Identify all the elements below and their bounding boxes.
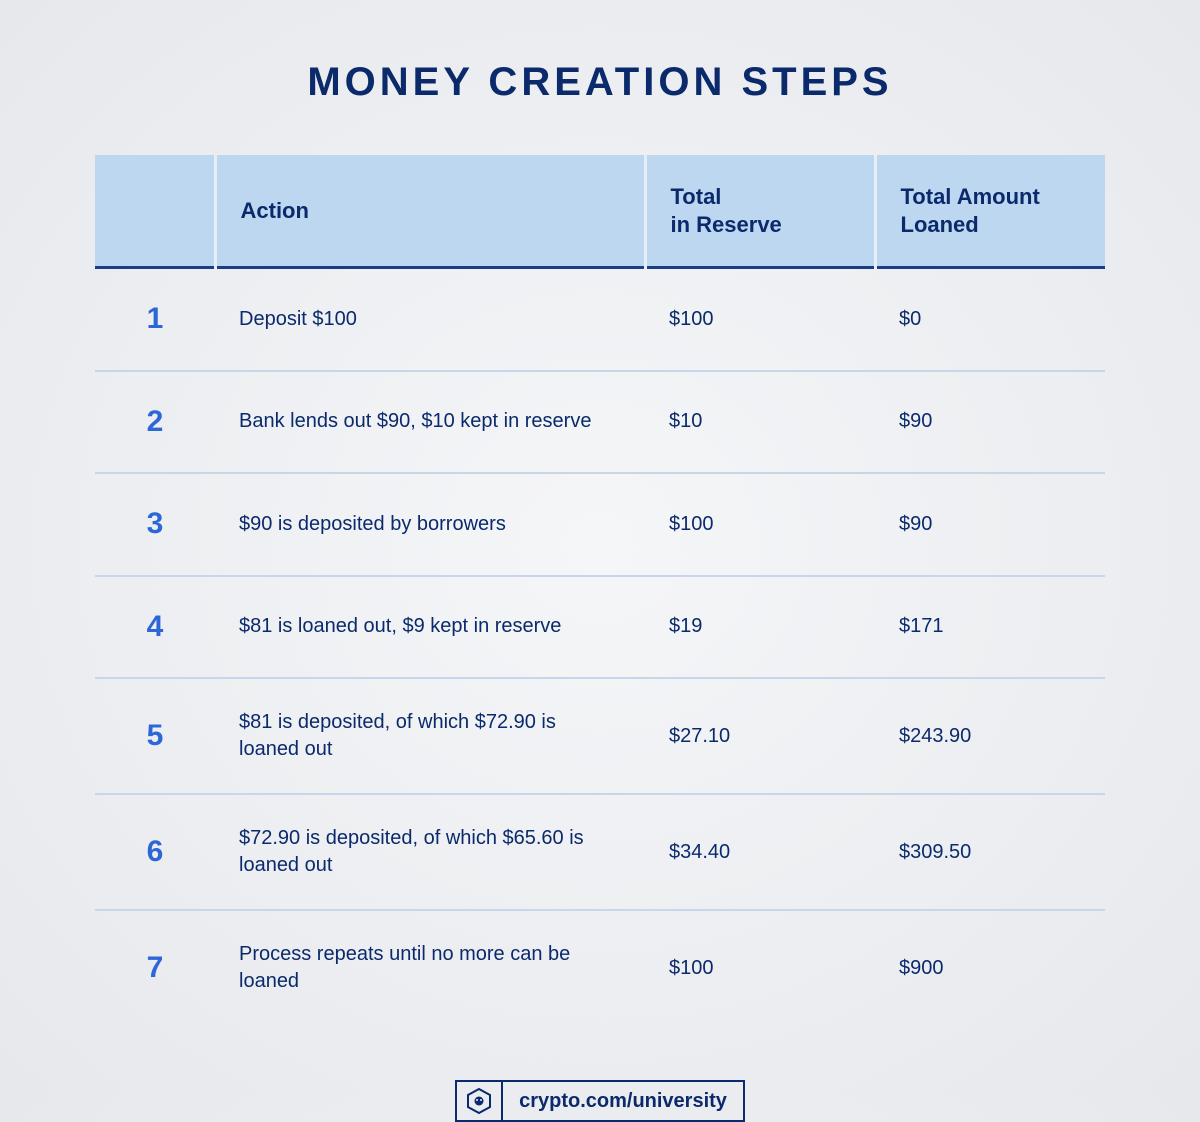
step-number: 7 <box>95 910 215 1025</box>
table-row: 1Deposit $100$100$0 <box>95 268 1105 371</box>
cell-action: $81 is loaned out, $9 kept in reserve <box>215 576 645 679</box>
cell-reserve: $10 <box>645 371 875 474</box>
cell-loaned: $309.50 <box>875 794 1105 910</box>
step-number: 3 <box>95 473 215 576</box>
cell-action: $90 is deposited by borrowers <box>215 473 645 576</box>
hexagon-lion-icon <box>457 1082 503 1120</box>
table-row: 7Process repeats until no more can be lo… <box>95 910 1105 1025</box>
cell-action: $81 is deposited, of which $72.90 is loa… <box>215 678 645 794</box>
table-row: 5$81 is deposited, of which $72.90 is lo… <box>95 678 1105 794</box>
col-header-step <box>95 155 215 268</box>
cell-loaned: $90 <box>875 371 1105 474</box>
col-header-loaned: Total Amount Loaned <box>875 155 1105 268</box>
table-row: 2Bank lends out $90, $10 kept in reserve… <box>95 371 1105 474</box>
table-header-row: Action Total in Reserve Total Amount Loa… <box>95 155 1105 268</box>
cell-action: Bank lends out $90, $10 kept in reserve <box>215 371 645 474</box>
step-number: 1 <box>95 268 215 371</box>
step-number: 2 <box>95 371 215 474</box>
step-number: 4 <box>95 576 215 679</box>
cell-loaned: $900 <box>875 910 1105 1025</box>
step-number: 5 <box>95 678 215 794</box>
money-creation-table: Action Total in Reserve Total Amount Loa… <box>95 155 1105 1025</box>
cell-action: Deposit $100 <box>215 268 645 371</box>
col-header-action: Action <box>215 155 645 268</box>
cell-reserve: $100 <box>645 910 875 1025</box>
cell-loaned: $90 <box>875 473 1105 576</box>
cell-action: $72.90 is deposited, of which $65.60 is … <box>215 794 645 910</box>
cell-reserve: $27.10 <box>645 678 875 794</box>
cell-loaned: $243.90 <box>875 678 1105 794</box>
cell-reserve: $100 <box>645 268 875 371</box>
step-number: 6 <box>95 794 215 910</box>
footer-label: crypto.com/university <box>503 1082 743 1120</box>
col-header-reserve: Total in Reserve <box>645 155 875 268</box>
cell-reserve: $100 <box>645 473 875 576</box>
cell-loaned: $0 <box>875 268 1105 371</box>
table-row: 3$90 is deposited by borrowers$100$90 <box>95 473 1105 576</box>
page-title: MONEY CREATION STEPS <box>307 60 892 105</box>
cell-reserve: $19 <box>645 576 875 679</box>
cell-reserve: $34.40 <box>645 794 875 910</box>
table-row: 4$81 is loaned out, $9 kept in reserve$1… <box>95 576 1105 679</box>
cell-loaned: $171 <box>875 576 1105 679</box>
footer-badge: crypto.com/university <box>455 1080 745 1122</box>
table-row: 6$72.90 is deposited, of which $65.60 is… <box>95 794 1105 910</box>
cell-action: Process repeats until no more can be loa… <box>215 910 645 1025</box>
